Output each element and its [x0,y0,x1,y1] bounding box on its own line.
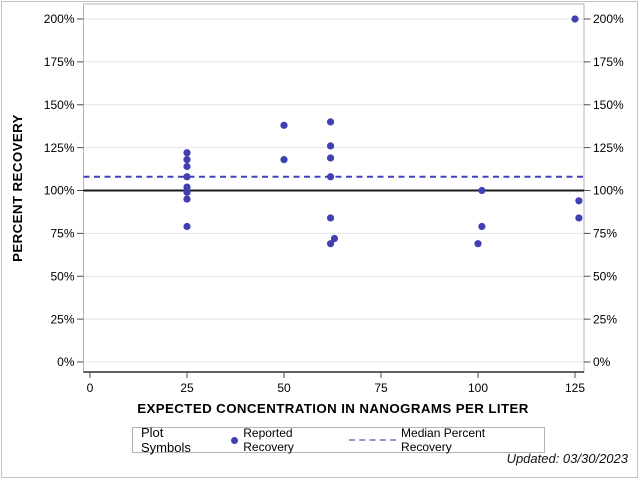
x-tick-label: 125 [565,381,585,395]
y-tick-label-right: 50% [593,269,617,283]
legend-entry-label: Reported Recovery [243,426,294,454]
data-point [183,183,191,191]
y-tick-label-left: 0% [57,355,75,369]
x-tick-label: 50 [277,381,291,395]
y-tick-label-right: 75% [593,227,617,241]
x-tick-label: 25 [180,381,194,395]
legend-entry-reported-recovery: Reported Recovery [231,426,338,454]
footnote: Updated: 03/30/2023 [506,451,628,466]
data-point [326,173,335,181]
data-point [330,234,339,243]
y-axis-title: PERCENT RECOVERY [10,114,25,262]
data-point [183,222,191,231]
legend-title: Plot Symbols [141,425,191,455]
data-point [326,142,335,150]
y-tick-label-right: 150% [593,98,624,112]
x-tick-label: 0 [87,381,94,395]
x-tick-label: 75 [374,381,388,395]
y-tick-label-right: 125% [593,141,624,155]
x-tick-label: 100 [468,381,488,395]
legend-marker-dot-icon [231,436,239,444]
data-point [474,240,482,248]
legend-dashed-line-icon [349,439,397,441]
data-point [326,154,335,162]
data-point [326,240,335,248]
data-point [183,173,191,181]
data-point [575,214,583,222]
y-tick-label-left: 50% [50,269,74,283]
data-point [478,222,486,231]
y-tick-label-left: 175% [44,55,75,69]
y-tick-label-left: 25% [50,312,74,326]
data-point [183,188,191,196]
data-point [575,197,583,205]
data-point [326,214,335,222]
data-point [183,162,191,171]
generated-chart-layers: 0% 0% 25% 25% 50% 50% 75% 75% 100% 100% 125% 125% 15… [44,3,624,395]
plot-frame [83,3,585,373]
y-tick-label-right: 200% [593,12,624,26]
y-tick-label-right: 175% [593,55,624,69]
y-tick-label-left: 200% [44,12,75,26]
legend-entry-median-recovery: Median Percent Recovery [349,426,525,454]
data-point [280,121,288,129]
data-point [280,156,288,164]
y-tick-label-left: 75% [50,227,74,241]
data-point [571,15,579,23]
data-point [183,149,191,157]
x-axis-title: EXPECTED CONCENTRATION IN NANOGRAMS PER … [137,401,529,416]
data-point [183,156,191,164]
y-tick-label-left: 100% [44,184,75,198]
y-tick-label-right: 0% [593,355,611,369]
legend-entry-label: Median Percent Recovery [401,426,486,454]
y-tick-label-right: 25% [593,312,617,326]
y-tick-label-left: 150% [44,98,75,112]
data-point [183,195,191,203]
y-tick-label-right: 100% [593,184,624,198]
data-point [478,186,486,195]
data-point [326,118,335,126]
plot-legend: Plot Symbols Reported Recovery Median Pe… [132,425,545,455]
y-tick-label-left: 125% [44,141,75,155]
